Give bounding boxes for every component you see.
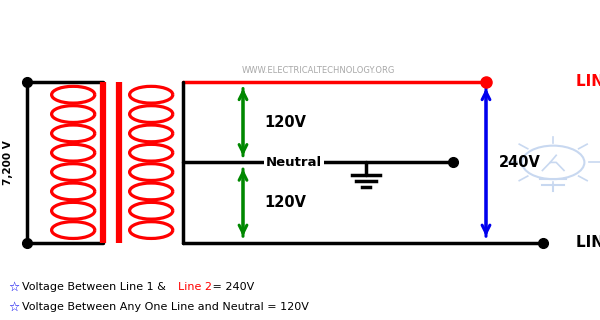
Text: Voltage Between Line 1 &: Voltage Between Line 1 & [22,282,169,292]
Text: Difference Between 120V & 240V Power Supply: Difference Between 120V & 240V Power Sup… [48,15,552,34]
Text: WWW.ELECTRICALTECHNOLOGY.ORG: WWW.ELECTRICALTECHNOLOGY.ORG [241,66,395,75]
Text: = 240V: = 240V [209,282,254,292]
Text: 240V: 240V [499,155,541,170]
Text: Voltage Between Any One Line and Neutral = 120V: Voltage Between Any One Line and Neutral… [22,302,309,312]
Text: LINE 2: LINE 2 [576,74,600,89]
Text: LINE 1: LINE 1 [576,236,600,251]
Text: Line 2: Line 2 [178,282,212,292]
Text: ☆: ☆ [8,300,19,314]
Text: 120V: 120V [264,115,306,130]
Text: 120V: 120V [264,195,306,210]
Text: ☆: ☆ [8,281,19,294]
Text: Neutral: Neutral [266,156,322,169]
Text: 7,200 V: 7,200 V [3,140,13,185]
